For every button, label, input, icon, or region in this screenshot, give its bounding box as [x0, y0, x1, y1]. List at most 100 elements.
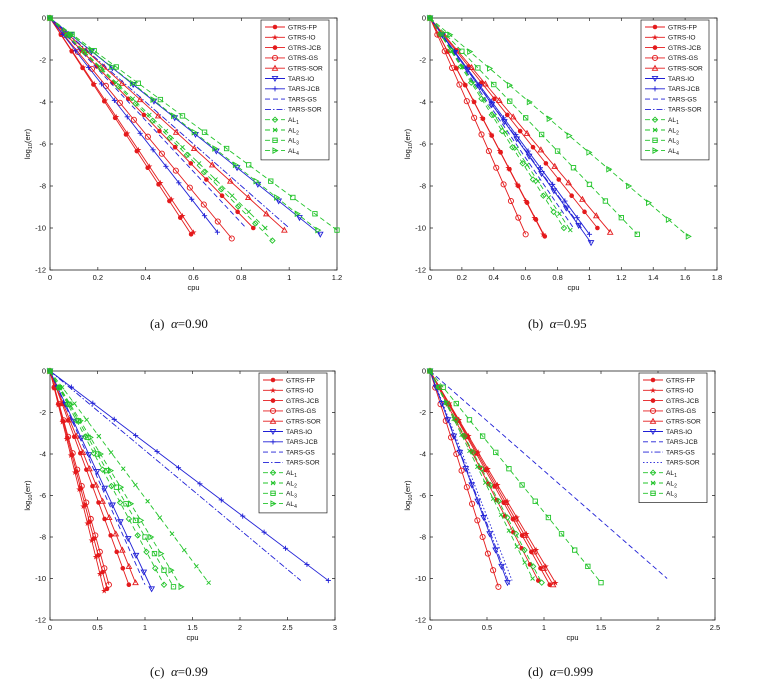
chart-b-point-AL2 — [449, 48, 454, 53]
chart-c-point-AL1 — [108, 482, 115, 490]
chart-b-point-GTRS-JCB — [543, 161, 549, 166]
chart-a-legend-label-GTRS-SOR: GTRS-SOR — [288, 66, 323, 73]
chart-b-point-AL1 — [457, 63, 465, 70]
chart-d-legend-label-GTRS-IO: GTRS-IO — [666, 388, 693, 395]
chart-d-point-GTRS-SOR — [455, 416, 462, 423]
chart-c-point-GTRS-IO: ★ — [88, 536, 95, 545]
caption-b-label: (b) — [528, 316, 544, 331]
chart-d-line-TARS-SOR — [429, 370, 513, 581]
chart-d-point-AL3 — [427, 368, 433, 374]
chart-a-legend-label-GTRS-GS: GTRS-GS — [288, 55, 319, 62]
chart-b-xtick-label: 0.2 — [457, 273, 467, 282]
chart-d-ylabel: log10(err) — [403, 480, 414, 511]
chart-d-legend-label-GTRS-GS: GTRS-GS — [666, 408, 697, 415]
chart-c-point-GTRS-SOR — [86, 465, 93, 472]
chart-d-legend-marker-GTRS-IO: ★ — [649, 386, 656, 395]
chart-b-point-AL4 — [447, 31, 454, 39]
caption-b: (b) α=0.95 — [528, 316, 587, 332]
chart-a-point-GTRS-IO: ★ — [124, 129, 131, 138]
chart-c-series-GTRS-GS — [46, 367, 112, 588]
chart-b-xtick-label: 0 — [428, 273, 432, 282]
chart-b-point-AL2 — [557, 211, 562, 217]
chart-a-series-AL4 — [47, 14, 322, 234]
chart-b-point-AL3 — [554, 148, 561, 154]
chart-a-point-GTRS-JCB — [141, 112, 147, 118]
chart-d-line-TARS-JCB — [429, 370, 668, 579]
chart-a-xlabel: cpu — [187, 283, 199, 292]
chart-a-point-GTRS-GS — [130, 116, 137, 123]
chart-c-legend-label-AL4: AL4 — [286, 501, 297, 510]
chart-c-point-GTRS-GS — [96, 548, 103, 555]
chart-c-legend-marker-TARS-JCB — [270, 439, 276, 445]
chart-a-point-AL4 — [315, 226, 322, 234]
chart-a-line-TARS-SOR — [49, 17, 290, 229]
chart-b-point-GTRS-JCB — [582, 209, 587, 215]
chart-b-xtick-label: 1.6 — [680, 273, 690, 282]
chart-c-point-AL2 — [206, 580, 211, 585]
chart-a-xtick-label: 0 — [48, 273, 52, 282]
chart-a-point-GTRS-FP — [188, 232, 194, 237]
chart-d-point-GTRS-GS — [479, 533, 486, 541]
chart-a-point-AL4 — [232, 161, 239, 169]
chart-d-point-TARS-IO — [462, 466, 470, 473]
chart-c-legend: GTRS-FP ★ GTRS-IO GTRS-JCB GTRS-GS GTRS-SOR TA… — [258, 372, 328, 514]
caption-a: (a) α=0.90 — [150, 316, 208, 332]
chart-c-point-TARS-JCB — [304, 561, 310, 568]
chart-d-legend-marker-GTRS-SOR — [649, 417, 657, 424]
chart-c-point-AL2 — [194, 564, 199, 569]
chart-b-point-AL4 — [665, 216, 672, 223]
caption-a-label: (a) — [150, 316, 165, 331]
chart-c-point-GTRS-IO: ★ — [76, 485, 83, 494]
chart-c-point-AL4 — [118, 483, 125, 491]
chart-a-point-AL2 — [97, 64, 102, 69]
chart-d-svg: 0 0.5 1 1.5 2 2.5 0 -2 -4 -6 -8 -10 -12 cpu log10(err)… — [403, 367, 720, 642]
chart-d-point-GTRS-SOR — [540, 564, 548, 571]
chart-a-point-AL3 — [312, 211, 318, 217]
chart-b-point-GTRS-GS — [515, 214, 522, 221]
chart-d-line-GTRS-FP — [429, 370, 551, 585]
chart-c-point-AL3 — [151, 550, 158, 557]
chart-d-point-AL2 — [482, 480, 488, 486]
chart-b-legend-marker-GTRS-IO: ★ — [651, 33, 658, 42]
caption-d-alpha: α — [549, 664, 557, 679]
chart-b-point-TARS-JCB — [562, 198, 568, 204]
chart-c-point-GTRS-SOR — [79, 448, 87, 455]
chart-a-point-AL2 — [113, 80, 119, 85]
chart-a-point-AL2 — [229, 193, 235, 199]
chart-d-point-GTRS-GS — [484, 550, 491, 557]
caption-d-value: =0.999 — [556, 664, 594, 679]
chart-c-series-AL4 — [47, 367, 185, 591]
chart-b-ytick-label: -10 — [415, 224, 426, 233]
chart-a-point-GTRS-GS — [186, 184, 193, 191]
chart-c-point-AL4 — [57, 384, 64, 391]
chart-b-legend-marker-GTRS-SOR — [651, 64, 659, 71]
chart-b-legend: GTRS-FP ★ GTRS-IO GTRS-JCB GTRS-GS GTRS-SOR TA… — [640, 19, 710, 161]
chart-c-point-AL1 — [99, 466, 106, 473]
chart-c-point-GTRS-IO: ★ — [67, 451, 74, 460]
chart-c-point-TARS-IO — [117, 519, 124, 526]
chart-c-series-AL2 — [47, 368, 211, 585]
chart-a-series-GTRS-GS — [46, 14, 235, 242]
chart-c-point-GTRS-IO: ★ — [71, 468, 78, 477]
chart-d-point-GTRS-GS — [495, 583, 502, 590]
chart-b-point-AL2 — [438, 31, 444, 37]
chart-d-series-TARS-JCB — [429, 370, 668, 579]
chart-d-point-GTRS-SOR — [549, 581, 557, 588]
chart-a-point-GTRS-SOR — [244, 193, 252, 200]
chart-c-point-AL1 — [125, 515, 133, 523]
chart-a-point-GTRS-IO: ★ — [68, 47, 75, 56]
chart-b-point-GTRS-IO: ★ — [496, 147, 503, 156]
chart-c-line-TARS-GS — [49, 370, 146, 585]
chart-d-xtick-label: 0 — [428, 623, 432, 632]
chart-d-point-AL3 — [493, 449, 499, 456]
chart-a-point-GTRS-SOR — [154, 112, 162, 119]
chart-d-point-AL3 — [453, 400, 459, 407]
chart-b-point-AL2 — [546, 195, 552, 200]
chart-c-point-AL2 — [169, 531, 175, 537]
chart-c-line-AL3 — [49, 370, 174, 588]
chart-a-point-TARS-JCB — [214, 229, 221, 235]
chart-b-point-TARS-JCB — [550, 181, 556, 187]
chart-a-point-GTRS-JCB — [157, 128, 162, 134]
chart-b-point-AL1 — [509, 143, 516, 151]
chart-b-line-AL3 — [429, 17, 638, 235]
